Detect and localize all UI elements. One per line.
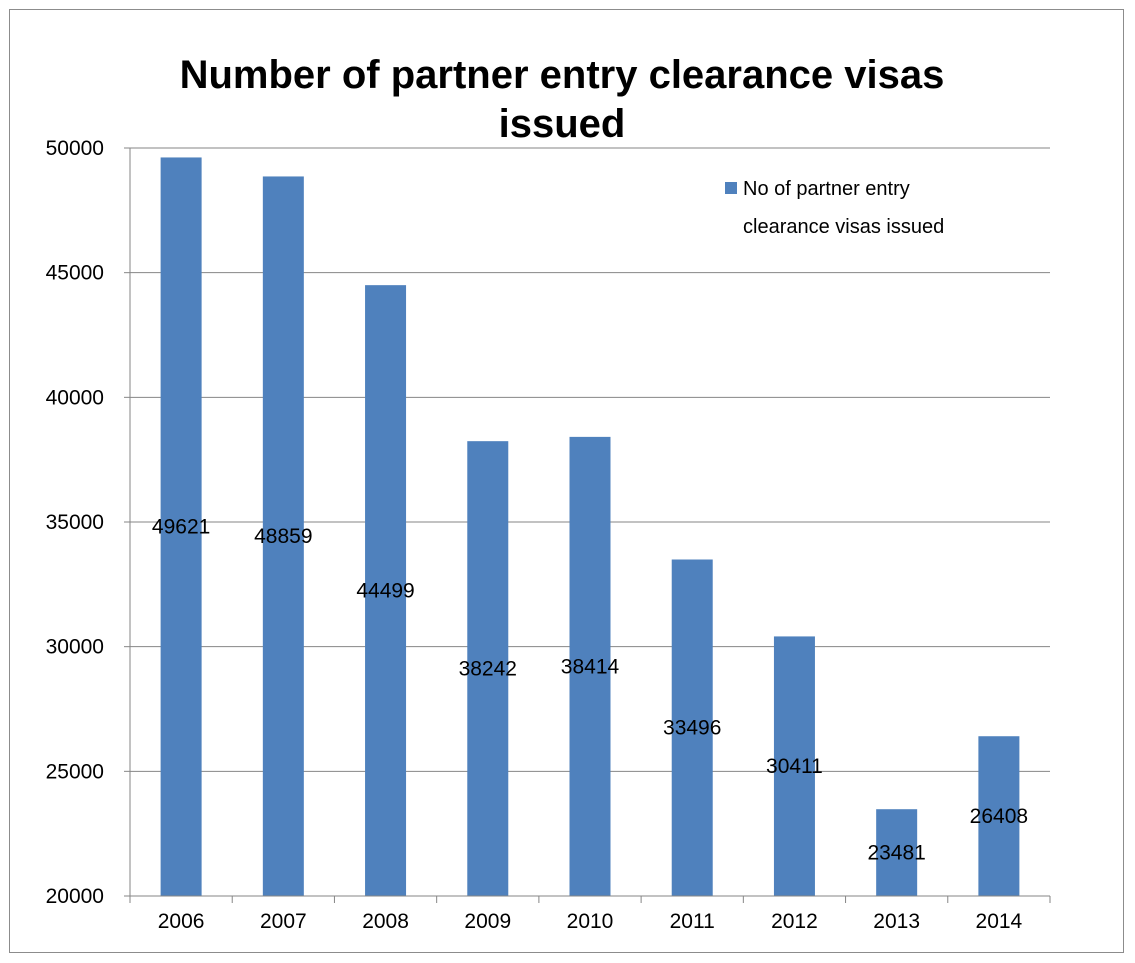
axes: 20000 25000 30000 35000 40000 45000 50000 2006 2… [46,137,1051,933]
x-tick-label: 2009 [464,910,511,933]
data-label-2011: 33496 [663,717,721,740]
x-tick-label: 2014 [976,910,1023,933]
x-tick-label: 2007 [260,910,307,933]
bar-2009 [467,441,509,896]
bar-2008 [365,285,407,896]
data-label-2007: 48859 [254,525,312,548]
chart-title-line-1: Number of partner entry clearance visas [180,53,945,97]
bar-2010 [569,436,611,896]
data-label-2013: 23481 [867,842,925,865]
x-tick-label: 2010 [567,910,614,933]
data-labels: 49621 48859 44499 38242 38414 33496 30411 23481… [152,516,1028,865]
bar-2013 [876,809,918,896]
y-tick-label: 35000 [46,511,104,534]
legend-swatch [725,182,737,194]
data-label-2008: 44499 [356,580,414,603]
bars [160,157,1020,897]
y-tick-label: 30000 [46,636,104,659]
data-label-2014: 26408 [970,805,1028,828]
legend-label-line-2: clearance visas issued [743,216,944,238]
data-label-2010: 38414 [561,655,620,678]
y-tick-label: 25000 [46,760,104,783]
bar-2006 [160,157,202,897]
legend: No of partner entry clearance visas issu… [725,178,944,238]
x-tick-label: 2008 [362,910,409,933]
bar-2011 [671,559,713,896]
bar-2007 [262,176,304,897]
x-tick-label: 2012 [771,910,818,933]
data-label-2006: 49621 [152,516,210,539]
y-tick-label: 40000 [46,386,104,409]
bar-2014 [978,736,1020,896]
y-tick-label: 50000 [46,137,104,160]
y-tick-label: 20000 [46,885,104,908]
x-tick-label: 2013 [873,910,920,933]
chart-title-line-2: issued [499,102,626,146]
legend-label-line-1: No of partner entry [743,178,910,200]
bar-2012 [773,636,815,896]
data-label-2012: 30411 [766,755,823,778]
y-tick-label: 45000 [46,262,104,285]
x-tick-label: 2011 [670,910,715,933]
data-label-2009: 38242 [459,658,517,681]
x-tick-label: 2006 [158,910,205,933]
